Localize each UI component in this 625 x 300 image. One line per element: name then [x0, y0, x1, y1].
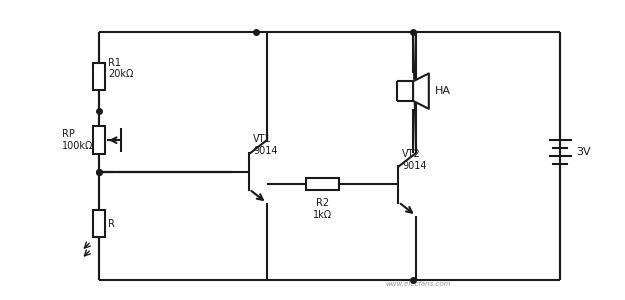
Text: VT2
9014: VT2 9014: [402, 149, 427, 171]
Text: R2
1kΩ: R2 1kΩ: [313, 198, 332, 220]
Text: www.elecfans.com: www.elecfans.com: [385, 281, 451, 287]
Text: 3V: 3V: [576, 147, 591, 157]
FancyBboxPatch shape: [92, 210, 106, 237]
Text: VT1
9014: VT1 9014: [253, 134, 278, 156]
Text: RP
100kΩ: RP 100kΩ: [62, 129, 93, 151]
Text: R1
20kΩ: R1 20kΩ: [108, 58, 133, 79]
FancyBboxPatch shape: [306, 178, 339, 190]
FancyBboxPatch shape: [92, 63, 106, 90]
Polygon shape: [413, 74, 429, 109]
FancyBboxPatch shape: [92, 126, 106, 154]
Text: R: R: [108, 219, 115, 229]
Text: HA: HA: [435, 86, 451, 96]
